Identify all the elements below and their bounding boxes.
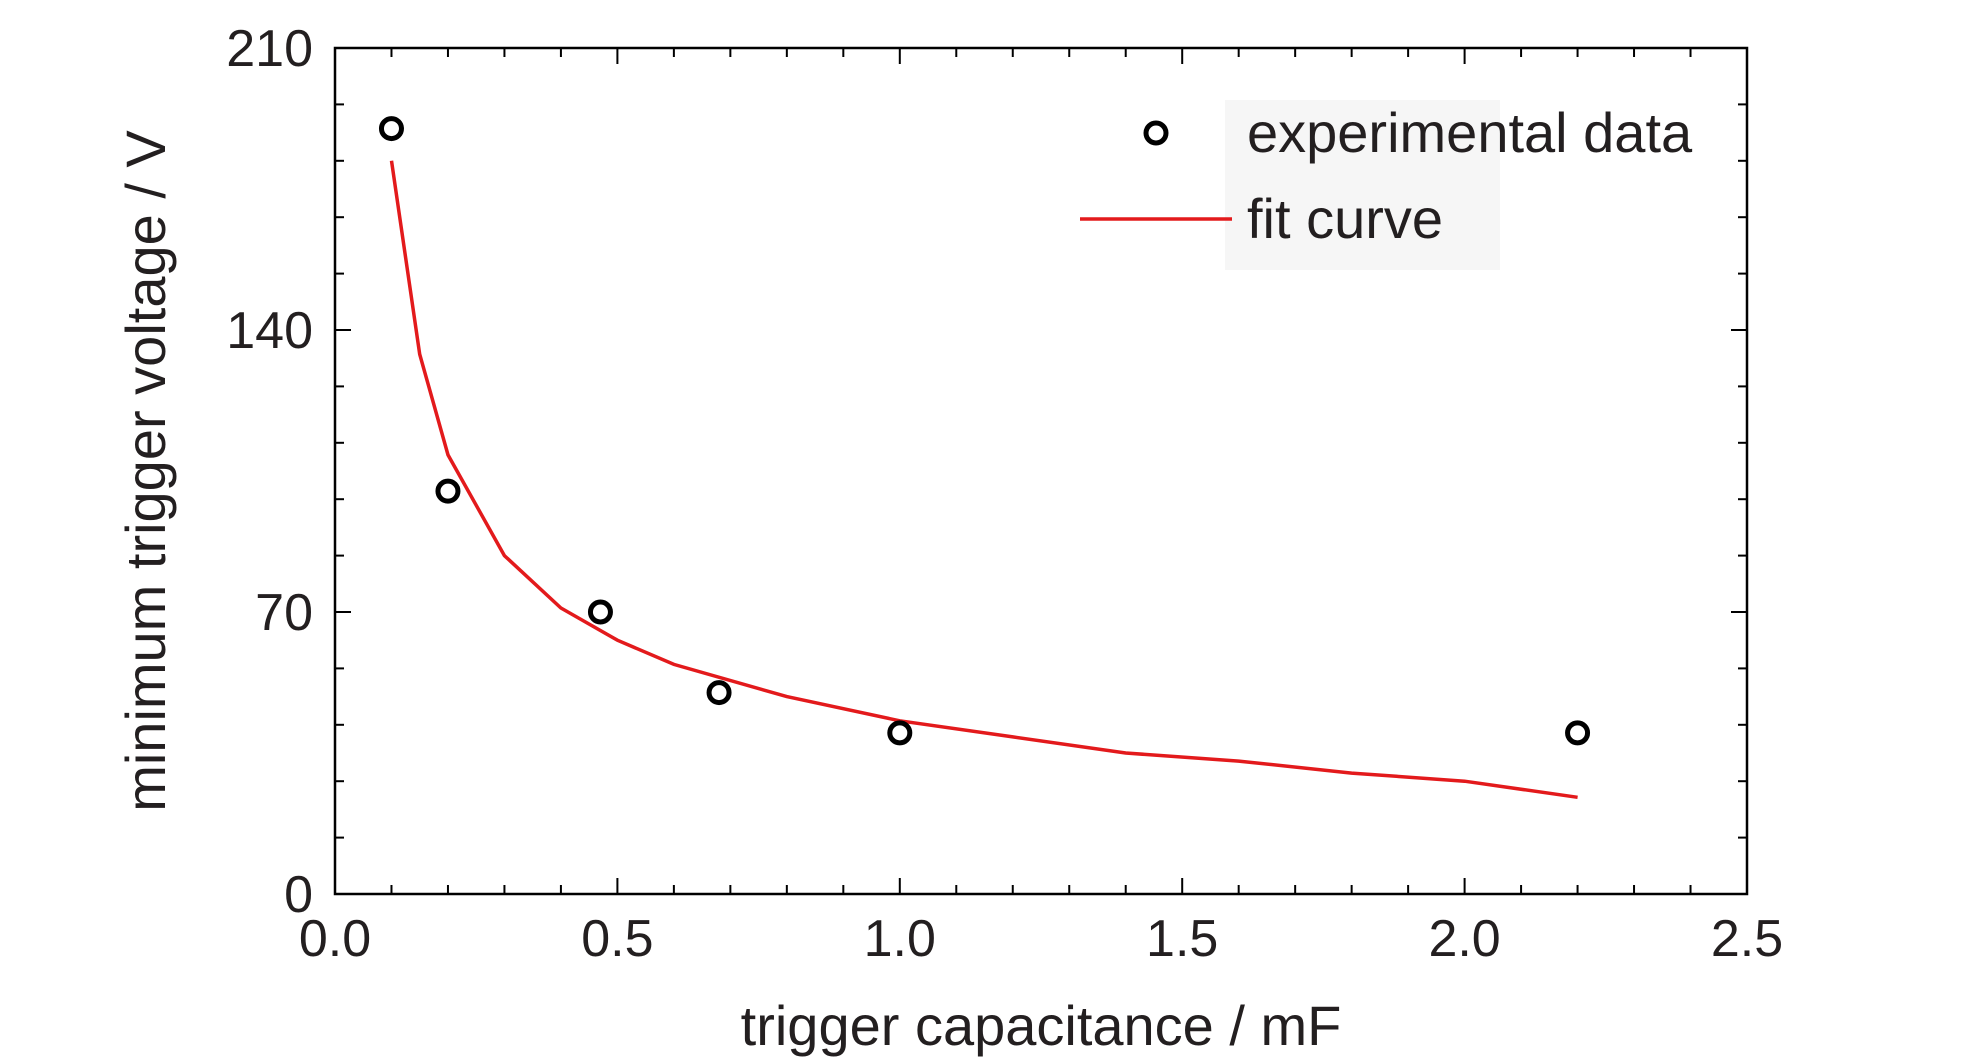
x-tick-label: 2.5: [1711, 910, 1783, 968]
y-tick-label: 0: [284, 866, 313, 924]
legend-marker-experimental: [1143, 120, 1169, 146]
x-axis-ticks: [334, 48, 1748, 894]
y-axis-ticks: [335, 47, 1747, 895]
legend: experimental data fit curve: [1080, 100, 1693, 270]
x-axis-title: trigger capacitance / mF: [741, 994, 1342, 1057]
data-point: [1565, 720, 1591, 746]
plot-area-border: [333, 46, 1749, 896]
plot-frame: [333, 46, 1749, 896]
x-tick-label: 1.5: [1146, 910, 1218, 968]
data-point: [378, 116, 404, 142]
y-tick-label: 140: [226, 302, 313, 360]
y-axis-title: minimum trigger voltage / V: [114, 130, 177, 812]
legend-label-experimental: experimental data: [1247, 101, 1693, 164]
fit-curve-series: [389, 160, 1578, 800]
x-tick-label: 0.0: [299, 910, 371, 968]
legend-background: [1225, 100, 1500, 270]
data-point: [887, 720, 913, 746]
data-point: [706, 680, 732, 706]
fit-curve-line: [389, 160, 1578, 800]
data-point: [435, 478, 461, 504]
x-tick-label: 0.5: [581, 910, 653, 968]
x-tick-label: 2.0: [1428, 910, 1500, 968]
legend-label-fit: fit curve: [1247, 187, 1443, 250]
experimental-data-series: [378, 116, 1591, 746]
y-tick-label: 210: [226, 20, 313, 78]
x-tick-label: 1.0: [864, 910, 936, 968]
x-axis-tick-labels: 0.0 0.5 1.0 1.5 2.0 2.5: [299, 910, 1783, 968]
y-axis-tick-labels: 0 70 140 210: [226, 20, 313, 924]
data-point: [587, 599, 613, 625]
y-tick-label: 70: [255, 584, 313, 642]
